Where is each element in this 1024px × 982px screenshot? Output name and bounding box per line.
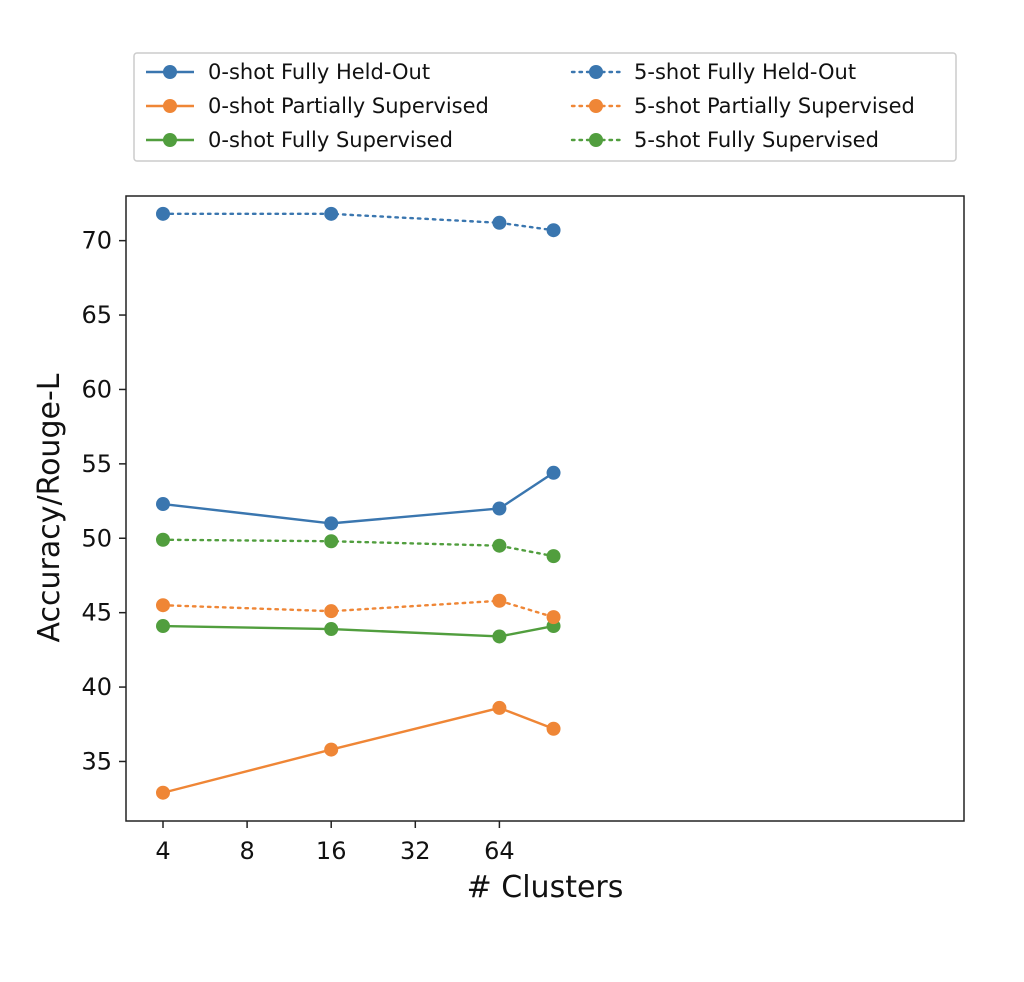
legend-entry: 5-shot Fully Held-Out	[570, 60, 856, 84]
legend-label: 0-shot Fully Supervised	[208, 128, 453, 152]
data-point	[546, 610, 561, 625]
data-point	[546, 223, 561, 238]
series-line	[162, 624, 554, 638]
series-line	[161, 599, 555, 619]
legend-marker	[589, 99, 603, 113]
series-layer	[156, 206, 561, 800]
data-point	[156, 497, 170, 512]
legend-marker	[163, 99, 177, 113]
data-point	[324, 516, 339, 531]
data-point	[546, 465, 561, 480]
legend-marker	[163, 133, 177, 147]
x-tick-label: 4	[155, 837, 170, 865]
data-point	[492, 700, 507, 715]
y-tick-label: 70	[81, 227, 112, 255]
legend-entry: 0-shot Partially Supervised	[146, 94, 489, 118]
data-point	[324, 742, 339, 757]
plot-frame	[125, 195, 965, 822]
y-tick-label: 65	[81, 301, 112, 329]
legend-marker	[163, 65, 177, 79]
series-line	[162, 471, 555, 525]
x-axis: 4 8 16 32 64	[155, 821, 515, 865]
x-tick-label: 32	[400, 837, 431, 865]
y-tick-label: 50	[81, 524, 112, 552]
y-axis-title: Accuracy/Rouge-L	[32, 373, 67, 642]
y-tick-label: 45	[81, 599, 112, 627]
series-5	[156, 593, 561, 625]
x-tick-label: 8	[239, 837, 254, 865]
x-tick-label: 64	[484, 837, 515, 865]
data-point	[324, 604, 339, 619]
data-point	[156, 785, 170, 800]
series-line	[162, 706, 554, 794]
data-point	[492, 629, 507, 644]
data-point	[492, 501, 507, 516]
data-point	[546, 549, 561, 564]
data-point	[324, 622, 339, 637]
data-point	[492, 593, 507, 608]
legend-label: 0-shot Partially Supervised	[208, 94, 489, 118]
legend-entry: 5-shot Partially Supervised	[570, 94, 915, 118]
data-point	[324, 206, 339, 221]
legend-label: 5-shot Fully Held-Out	[634, 60, 856, 84]
series-2	[156, 700, 561, 800]
series-line	[161, 538, 555, 558]
data-point	[156, 598, 170, 613]
data-point	[546, 721, 561, 736]
legend-label: 0-shot Fully Held-Out	[208, 60, 430, 84]
legend-entry: 5-shot Fully Supervised	[570, 128, 879, 152]
y-tick-label: 55	[81, 450, 112, 478]
legend-marker	[589, 133, 603, 147]
series-6	[156, 532, 561, 564]
data-point	[156, 532, 170, 547]
series-4	[156, 206, 561, 238]
legend-box	[133, 52, 957, 162]
y-axis: 35 40 45 50 55 60 65 70	[81, 227, 126, 775]
legend-marker	[589, 65, 603, 79]
data-point	[156, 619, 170, 634]
y-tick-label: 35	[81, 747, 112, 775]
legend-label: 5-shot Fully Supervised	[634, 128, 879, 152]
x-axis-title: # Clusters	[467, 870, 624, 905]
series-line	[161, 212, 555, 232]
data-point	[492, 215, 507, 230]
y-tick-label: 40	[81, 673, 112, 701]
legend-entry: 0-shot Fully Held-Out	[146, 60, 430, 84]
data-point	[492, 538, 507, 553]
x-tick-label: 16	[316, 837, 347, 865]
data-point	[324, 534, 339, 549]
series-1	[156, 465, 561, 531]
legend-entry: 0-shot Fully Supervised	[146, 128, 453, 152]
legend: 0-shot Fully Held-Out 0-shot Partially Su…	[133, 52, 957, 162]
data-point	[156, 206, 170, 221]
y-tick-label: 60	[81, 375, 112, 403]
legend-label: 5-shot Partially Supervised	[634, 94, 915, 118]
